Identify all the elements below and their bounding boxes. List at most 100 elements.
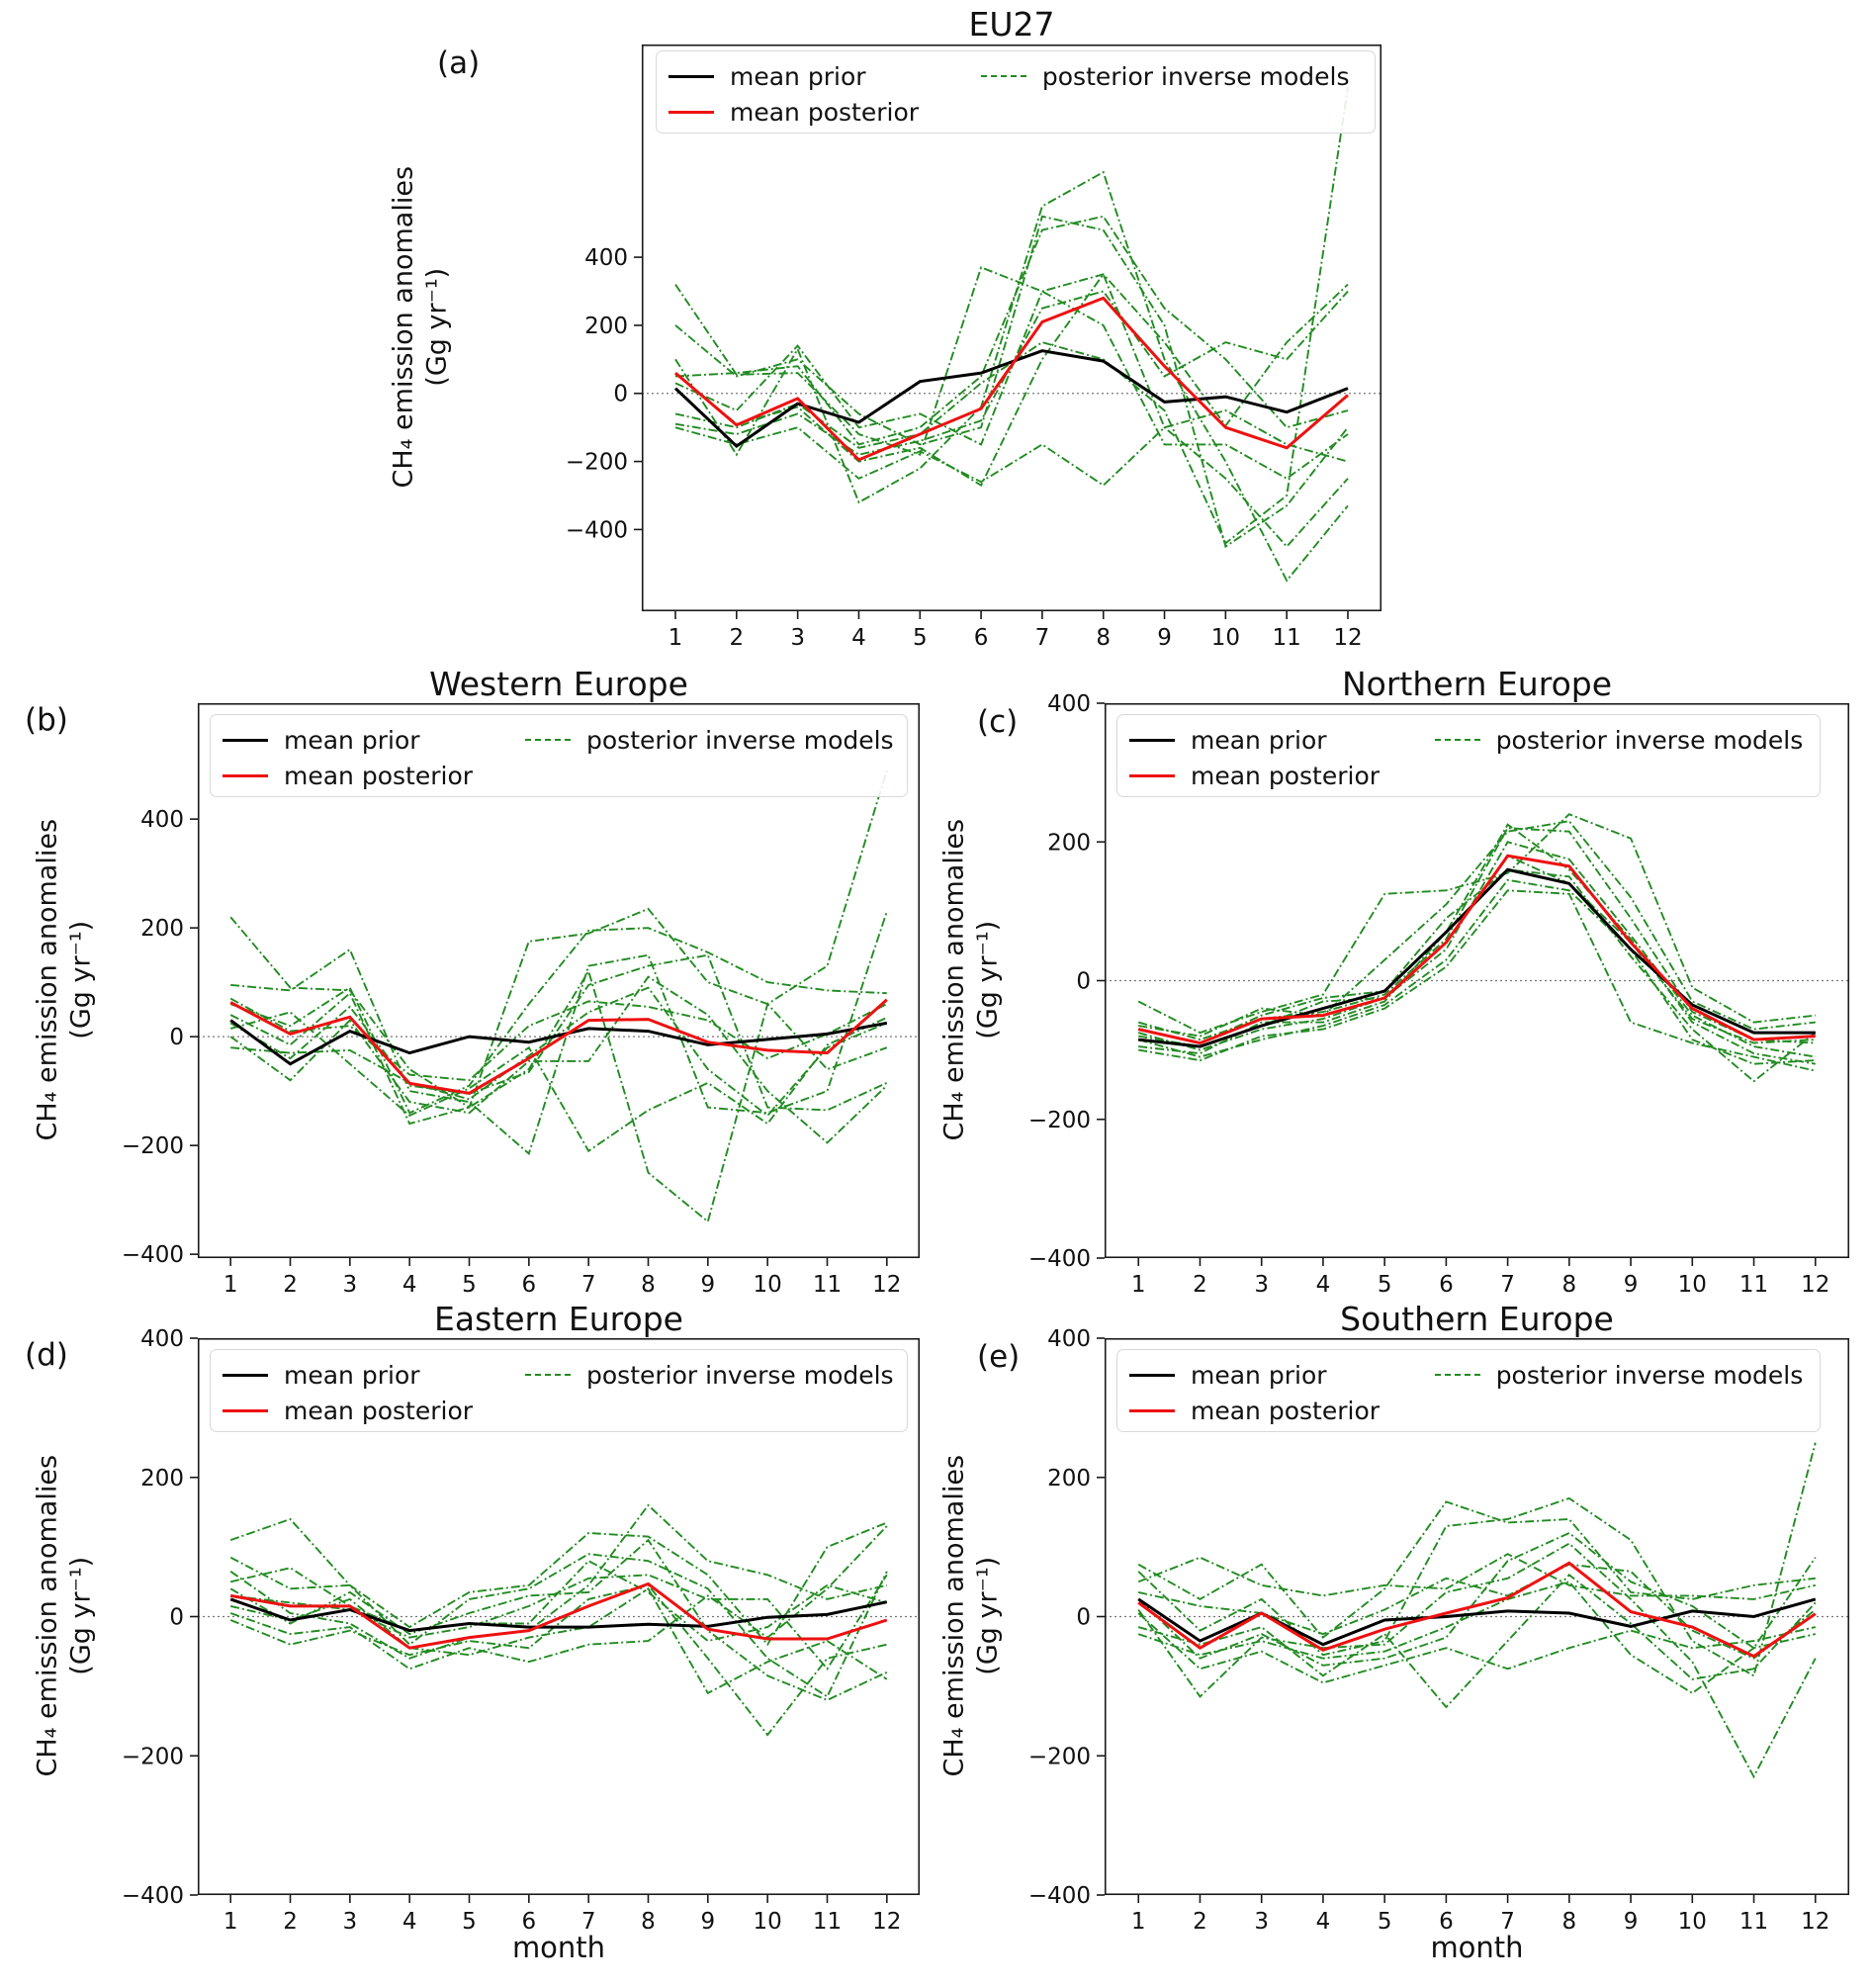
y-axis-label-c: CH₄ emission anomalies (Gg yr⁻¹) (937, 703, 1005, 1257)
svg-text:6: 6 (1439, 1909, 1454, 1935)
svg-text:12: 12 (1801, 1272, 1829, 1298)
svg-text:5: 5 (1378, 1909, 1392, 1935)
svg-text:1: 1 (223, 1909, 238, 1935)
panel-title-western-europe: Western Europe (429, 665, 688, 703)
svg-text:−200: −200 (1028, 1744, 1091, 1769)
mean-prior-line-sample (1129, 738, 1175, 742)
legend-item-posterior-inverse-models: posterior inverse models (1434, 722, 1808, 758)
y-axis-label-e: CH₄ emission anomalies (Gg yr⁻¹) (937, 1339, 1005, 1893)
svg-text:9: 9 (1624, 1909, 1639, 1935)
svg-text:3: 3 (790, 625, 805, 651)
legend-column: mean prior mean posterior (1129, 1357, 1435, 1428)
svg-text:4: 4 (1316, 1909, 1331, 1935)
x-axis-label-month-d: month (511, 1931, 606, 1964)
svg-text:0: 0 (169, 1605, 184, 1631)
legend-column: mean prior mean posterior (223, 1357, 525, 1428)
mean-posterior-line-sample (223, 773, 268, 777)
svg-text:−400: −400 (1028, 1246, 1091, 1272)
svg-text:4: 4 (402, 1909, 417, 1935)
posterior-inverse-models-line-sample (525, 739, 571, 741)
svg-text:4: 4 (402, 1272, 417, 1298)
svg-text:3: 3 (343, 1909, 358, 1935)
legend-column: mean prior mean posterior (223, 722, 525, 793)
svg-text:8: 8 (641, 1909, 656, 1935)
svg-text:200: 200 (1047, 1466, 1091, 1491)
mean-posterior-line-sample (223, 1408, 268, 1412)
x-axis-label-month-e: month (1430, 1931, 1524, 1964)
y-axis-label-line1: CH₄ emission anomalies (388, 165, 419, 489)
legend-column: posterior inverse models (525, 1357, 895, 1393)
svg-text:10: 10 (754, 1272, 782, 1298)
legend-label: mean prior (1191, 1360, 1327, 1390)
svg-text:3: 3 (343, 1272, 358, 1298)
svg-text:10: 10 (1678, 1909, 1707, 1935)
posterior-inverse-models-line-sample (980, 75, 1026, 77)
legend-column: mean prior mean posterior (1129, 722, 1435, 793)
svg-text:−400: −400 (1028, 1883, 1091, 1909)
legend-label: posterior inverse models (586, 725, 894, 755)
legend-item-posterior-inverse-models: posterior inverse models (1434, 1357, 1808, 1393)
panel-title-eastern-europe: Eastern Europe (434, 1300, 683, 1338)
svg-text:−200: −200 (122, 1133, 184, 1159)
legend-column: posterior inverse models (1434, 1357, 1808, 1393)
svg-text:−400: −400 (122, 1242, 184, 1268)
panel-title-northern-europe: Northern Europe (1341, 665, 1613, 703)
svg-text:11: 11 (1739, 1909, 1768, 1935)
svg-text:200: 200 (140, 916, 184, 942)
svg-text:7: 7 (581, 1909, 596, 1935)
legend-item-posterior-inverse-models: posterior inverse models (525, 722, 895, 758)
legend-e: mean prior mean posterior posterior inve… (1116, 1349, 1821, 1432)
legend-item-mean-prior: mean prior (1129, 1357, 1435, 1393)
legend-a: mean prior mean posterior posterior inve… (656, 50, 1376, 134)
legend-label: posterior inverse models (1495, 1360, 1804, 1390)
svg-text:4: 4 (1316, 1272, 1331, 1298)
y-axis-label-line1: CH₄ emission anomalies (32, 818, 63, 1141)
legend-c: mean prior mean posterior posterior inve… (1116, 714, 1821, 797)
svg-text:6: 6 (1439, 1272, 1454, 1298)
svg-text:12: 12 (1333, 625, 1362, 651)
svg-text:−200: −200 (122, 1744, 184, 1769)
svg-text:10: 10 (754, 1909, 782, 1935)
svg-text:9: 9 (701, 1272, 716, 1298)
svg-text:2: 2 (283, 1909, 298, 1935)
svg-text:0: 0 (1076, 1605, 1091, 1631)
svg-text:12: 12 (872, 1272, 901, 1298)
svg-text:2: 2 (1193, 1909, 1207, 1935)
y-axis-label-line2: (Gg yr⁻¹) (65, 920, 96, 1039)
svg-text:9: 9 (1624, 1272, 1639, 1298)
svg-text:10: 10 (1678, 1272, 1707, 1298)
svg-text:7: 7 (581, 1272, 596, 1298)
panel-label-d: (d) (25, 1337, 68, 1373)
legend-label: mean prior (730, 61, 866, 91)
svg-text:3: 3 (1254, 1272, 1269, 1298)
legend-item-mean-prior: mean prior (223, 1357, 525, 1393)
y-axis-label-line1: CH₄ emission anomalies (938, 1454, 970, 1777)
svg-text:8: 8 (641, 1272, 656, 1298)
legend-column: mean prior mean posterior (668, 58, 981, 130)
legend-label: mean posterior (1191, 761, 1381, 790)
mean-prior-line-sample (223, 1373, 268, 1377)
svg-text:8: 8 (1562, 1272, 1577, 1298)
y-axis-label-line1: CH₄ emission anomalies (32, 1454, 63, 1777)
mean-posterior-line-sample (1129, 773, 1175, 777)
posterior-inverse-models-line-sample (1434, 739, 1480, 741)
svg-text:5: 5 (462, 1909, 477, 1935)
svg-text:9: 9 (1157, 625, 1172, 651)
legend-item-mean-prior: mean prior (668, 58, 981, 94)
svg-text:400: 400 (140, 807, 184, 833)
y-axis-label-line2: (Gg yr⁻¹) (421, 267, 452, 387)
panel-label-b: (b) (25, 702, 68, 738)
svg-text:8: 8 (1096, 625, 1111, 651)
svg-text:12: 12 (1801, 1909, 1829, 1935)
y-axis-label-line1: CH₄ emission anomalies (938, 818, 970, 1141)
panel-label-c: (c) (977, 704, 1019, 740)
legend-label: mean posterior (1191, 1396, 1381, 1425)
svg-text:200: 200 (1047, 830, 1091, 856)
legend-label: mean posterior (284, 1396, 474, 1425)
y-axis-label-d: CH₄ emission anomalies (Gg yr⁻¹) (31, 1339, 98, 1893)
svg-text:400: 400 (1047, 1326, 1091, 1352)
legend-label: posterior inverse models (1495, 725, 1804, 755)
